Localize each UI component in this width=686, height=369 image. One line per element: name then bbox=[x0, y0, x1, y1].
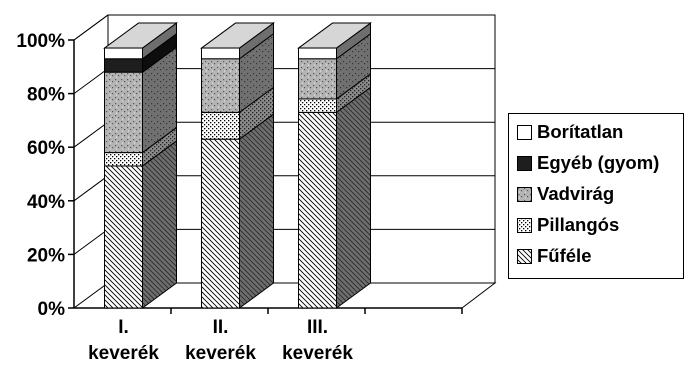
bar-top bbox=[199, 22, 276, 49]
bar-segment-side bbox=[239, 113, 274, 309]
bars bbox=[102, 22, 373, 309]
bar-segment bbox=[201, 111, 240, 140]
legend-label: Pillangós bbox=[537, 214, 620, 235]
x-category-label: keverék bbox=[185, 343, 256, 364]
bar-segment-side bbox=[142, 139, 177, 309]
bar-top bbox=[296, 22, 373, 49]
bar-segment bbox=[298, 98, 337, 113]
y-tick-label: 60% bbox=[27, 138, 65, 159]
bar-segment bbox=[298, 111, 337, 309]
y-tick-label: 100% bbox=[16, 31, 65, 52]
legend-label: Fűféle bbox=[537, 245, 592, 266]
legend-item: Vadvirág bbox=[517, 182, 614, 206]
legend-label: Egyéb (gyom) bbox=[537, 152, 660, 173]
legend-swatch bbox=[517, 217, 532, 233]
y-tick-labels: 0% 20% 40% 60% 80% 100% bbox=[16, 31, 65, 320]
legend-swatch bbox=[517, 124, 532, 140]
bar-segment bbox=[298, 58, 337, 100]
bar-segment bbox=[104, 71, 143, 154]
legend-swatch bbox=[517, 155, 532, 171]
y-tick-label: 0% bbox=[38, 299, 66, 320]
bar-segment bbox=[104, 152, 143, 167]
bar-segment bbox=[104, 47, 143, 60]
legend-swatch bbox=[517, 186, 532, 202]
x-category-labels: I. keverék II. keverék III. keverék bbox=[88, 317, 353, 364]
bar-segment bbox=[298, 47, 337, 60]
legend-item: Pillangós bbox=[517, 213, 619, 237]
x-category-label: keverék bbox=[282, 343, 353, 364]
legend-label: Vadvirág bbox=[537, 183, 615, 204]
x-category-label: I. bbox=[118, 317, 129, 338]
bar-segment bbox=[201, 138, 240, 309]
bar-top bbox=[102, 22, 179, 49]
y-tick-label: 20% bbox=[27, 245, 65, 266]
bar-segment bbox=[201, 58, 240, 113]
y-tick-label: 80% bbox=[27, 85, 65, 106]
y-tick-label: 40% bbox=[27, 192, 65, 213]
bar-segment-side bbox=[336, 86, 371, 309]
legend-item: Egyéb (gyom) bbox=[517, 151, 659, 175]
bar-segment bbox=[201, 47, 240, 60]
bar-segment bbox=[104, 58, 143, 73]
legend-item: Borítatlan bbox=[517, 120, 623, 144]
legend-label: Borítatlan bbox=[537, 121, 624, 142]
legend-swatch bbox=[517, 248, 532, 264]
legend-item: Fűféle bbox=[517, 244, 591, 268]
bar-segment bbox=[104, 165, 143, 309]
legend: Borítatlan Egyéb (gyom) Vadvirág Pillangós F… bbox=[508, 113, 684, 279]
side-wall-edge bbox=[73, 14, 109, 41]
x-category-label: keverék bbox=[88, 343, 159, 364]
x-category-label: II. bbox=[213, 317, 229, 338]
x-category-label: III. bbox=[307, 317, 328, 338]
